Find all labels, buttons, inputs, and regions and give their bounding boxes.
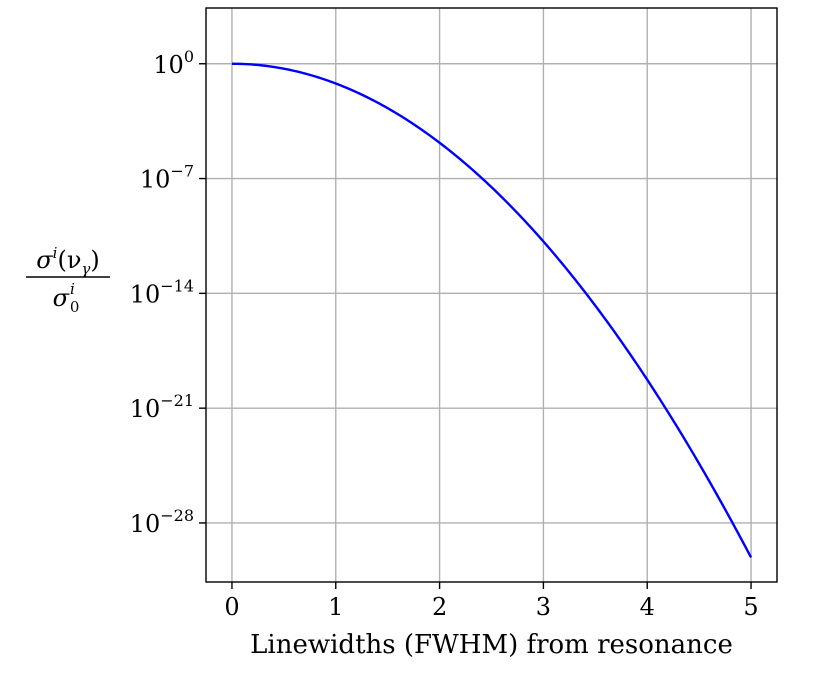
y-tick-exponent: −21 xyxy=(160,391,194,410)
y-tick-base: 10 xyxy=(153,51,184,79)
x-axis-label: Linewidths (FWHM) from resonance xyxy=(250,630,733,660)
y-tick-exponent: −28 xyxy=(160,506,194,525)
x-tick-labels: 0 1 2 3 4 5 xyxy=(224,593,758,621)
y-tick-exponent: −7 xyxy=(170,162,194,181)
tick-marks xyxy=(199,63,752,589)
plot-frame xyxy=(205,7,778,583)
grid-lines xyxy=(206,8,777,582)
series-layer xyxy=(231,62,753,559)
x-tick-label: 2 xyxy=(432,593,447,621)
y-label-num-sup: i xyxy=(53,244,58,262)
y-tick-base: 10 xyxy=(130,395,161,423)
y-tick-label: 100 xyxy=(153,47,194,79)
x-tick-label: 4 xyxy=(640,593,655,621)
y-label-den-sub: 0 xyxy=(70,298,80,316)
y-tick-label: 10−21 xyxy=(130,391,194,423)
x-tick-label: 1 xyxy=(328,593,343,621)
y-tick-exponent: 0 xyxy=(184,47,194,66)
x-tick-label: 3 xyxy=(536,593,551,621)
y-tick-label: 10−7 xyxy=(140,162,194,194)
y-label-den-sup: i xyxy=(70,280,75,298)
y-tick-exponent: −14 xyxy=(160,276,194,295)
y-tick-base: 10 xyxy=(130,510,161,538)
y-tick-label: 10−28 xyxy=(130,506,194,538)
y-label-num-sub: γ xyxy=(81,260,90,278)
y-axis-label: σi(νγ) σi 0 xyxy=(26,244,110,316)
y-tick-base: 10 xyxy=(130,280,161,308)
y-tick-base: 10 xyxy=(140,166,171,194)
y-label-num-close: ) xyxy=(90,246,99,274)
y-label-num-base: σ xyxy=(36,246,53,274)
y-label-num-args: (ν xyxy=(57,246,81,274)
svg-text:σi(νγ): σi(νγ) xyxy=(36,244,100,278)
y-tick-label: 10−14 xyxy=(130,276,194,308)
y-label-den-base: σ xyxy=(53,284,70,312)
series-line xyxy=(231,62,753,559)
svg-text:σi0: σi 0 xyxy=(53,280,80,316)
x-tick-label: 0 xyxy=(224,593,239,621)
x-tick-label: 5 xyxy=(743,593,758,621)
